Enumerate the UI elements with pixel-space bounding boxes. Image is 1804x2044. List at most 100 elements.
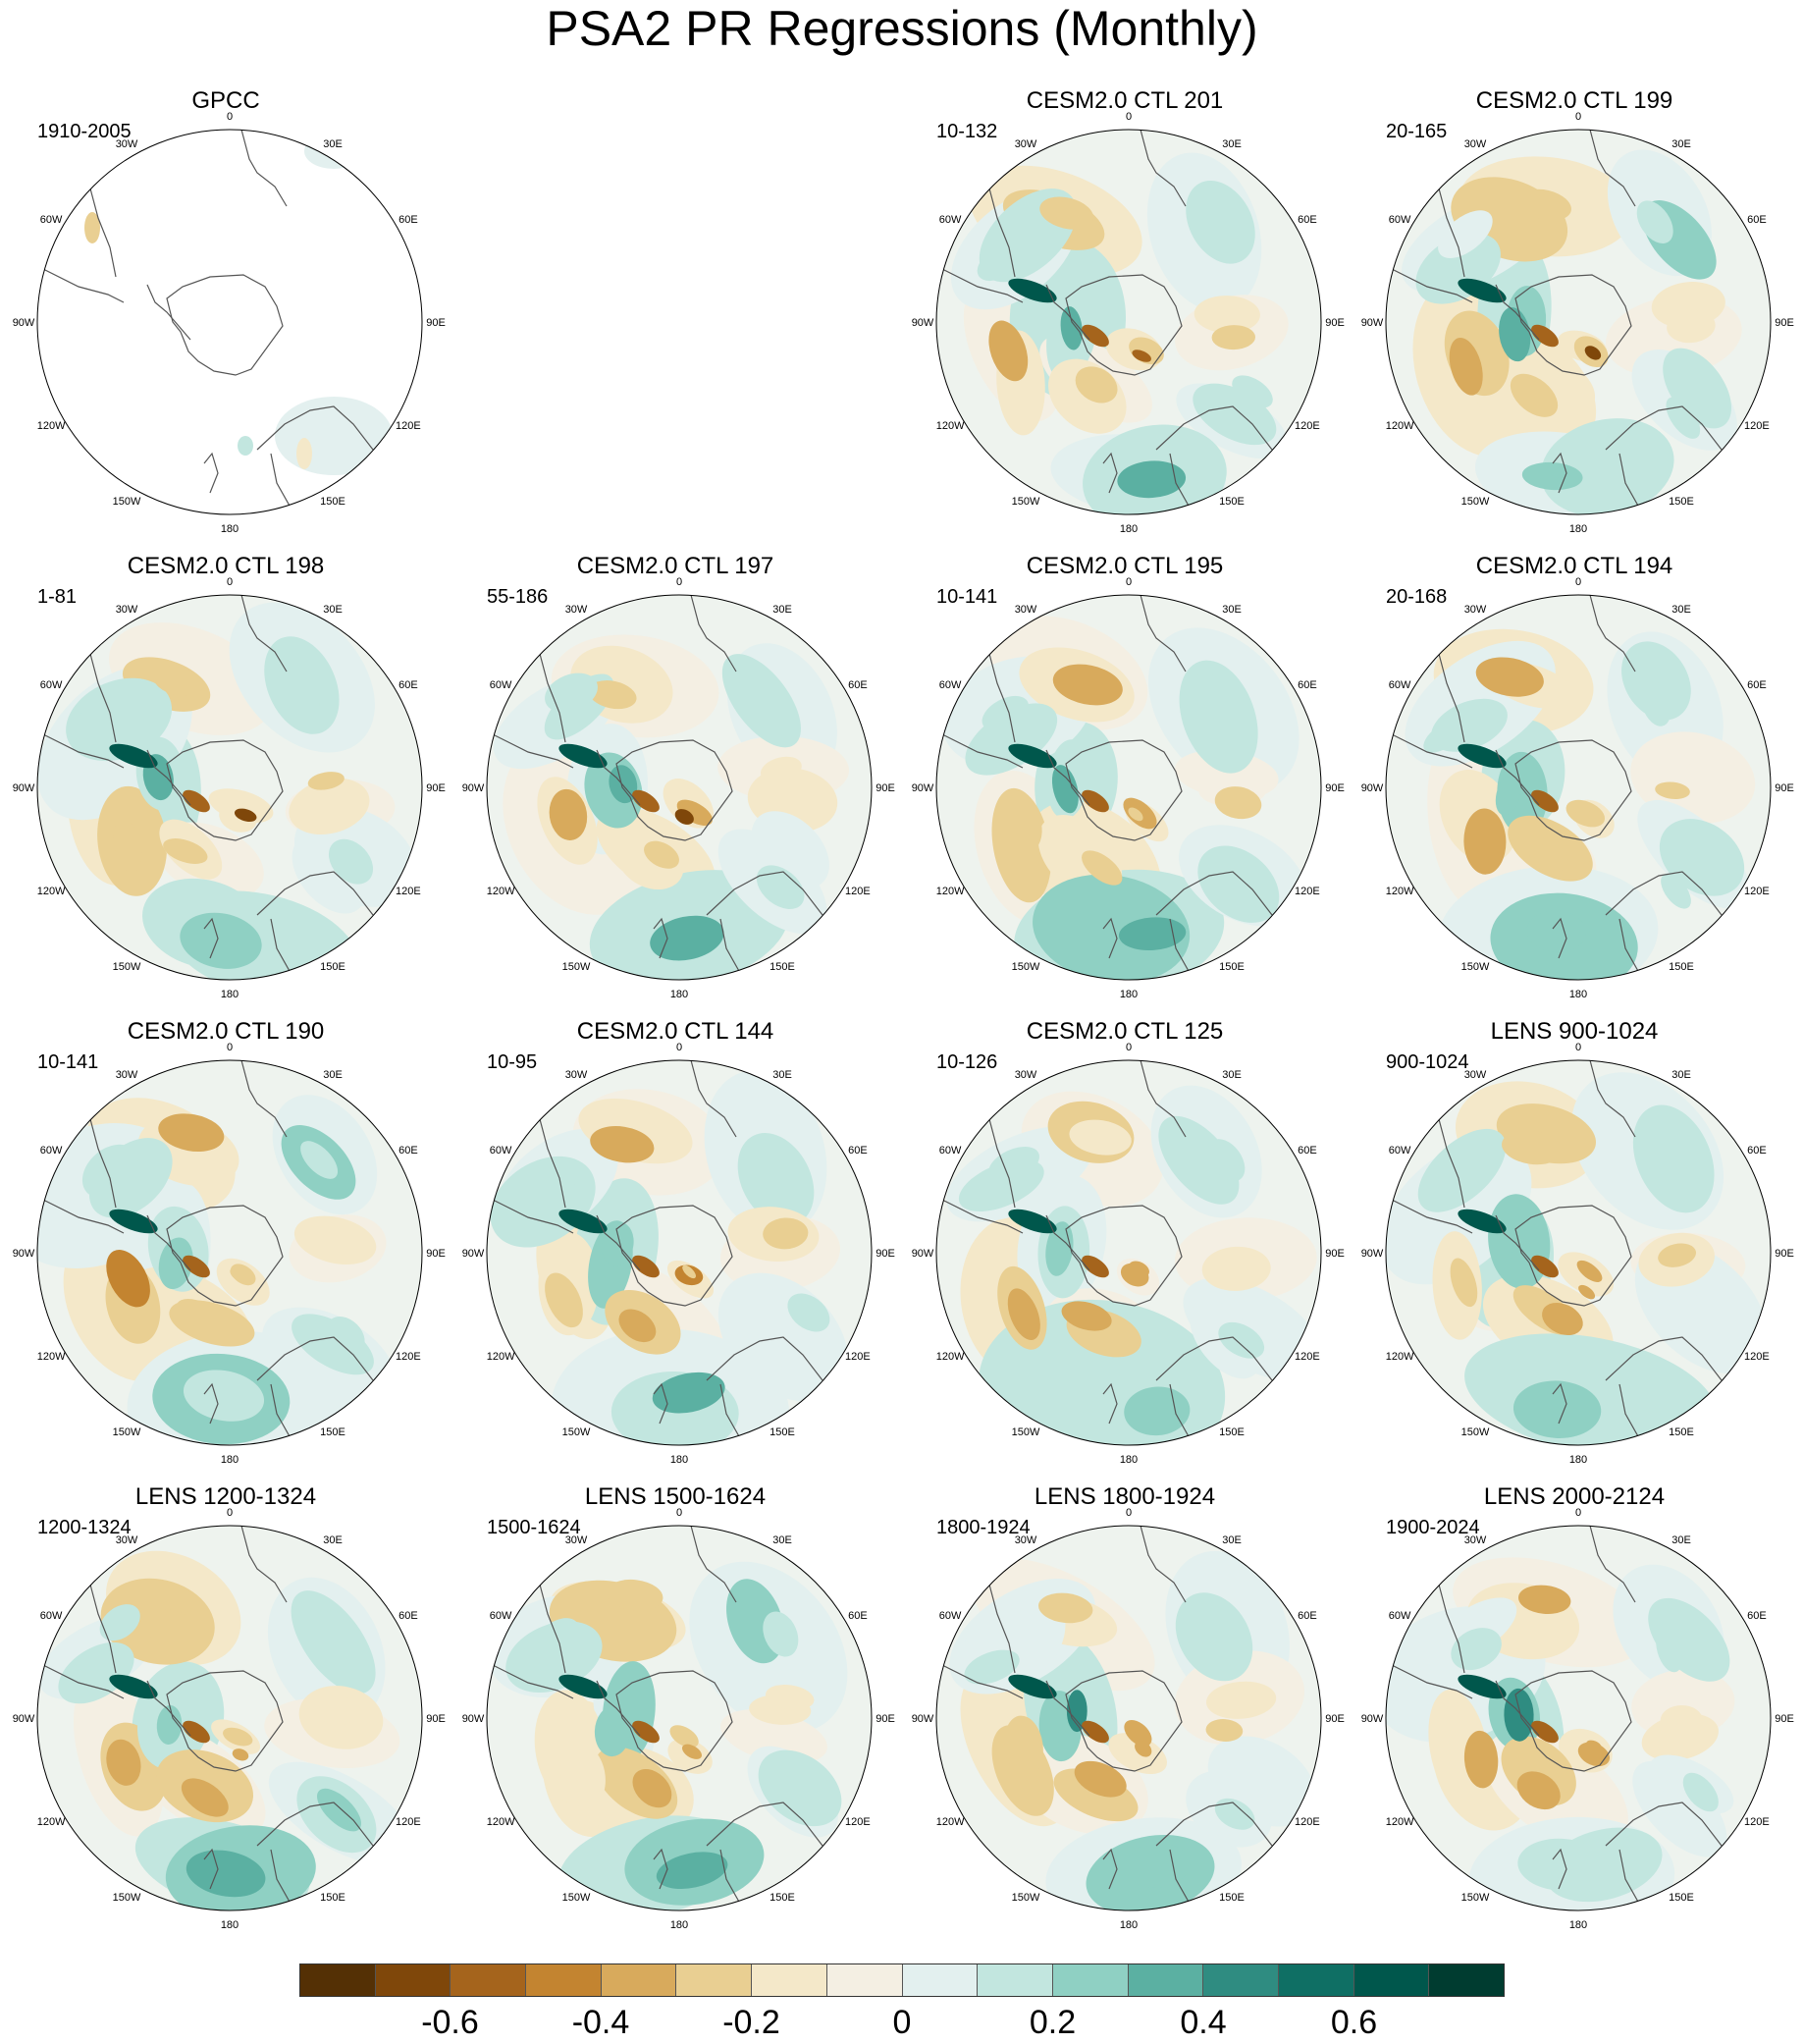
coastline	[240, 1060, 288, 1138]
anomaly-region	[1463, 808, 1507, 875]
longitude-label: 120E	[845, 1816, 871, 1828]
coastline	[1605, 1336, 1723, 1381]
anomaly-region	[232, 1748, 249, 1761]
longitude-label: 120W	[37, 1816, 66, 1828]
anomaly-region	[163, 838, 208, 864]
coastline	[1514, 1205, 1632, 1307]
panel-title: CESM2.0 CTL 194	[1475, 553, 1673, 579]
longitude-label: 150E	[320, 1426, 345, 1438]
longitude-label: 60E	[1747, 214, 1767, 226]
longitude-label: 0	[1126, 111, 1132, 123]
anomaly-region	[1205, 1719, 1244, 1742]
panel-years: 1910-2005	[37, 121, 132, 142]
longitude-label: 180	[1569, 523, 1587, 535]
anomaly-region	[158, 1237, 193, 1290]
longitude-label: 0	[1575, 1507, 1581, 1519]
longitude-label: 30W	[565, 1069, 588, 1081]
panel-title: CESM2.0 CTL 195	[1026, 553, 1224, 579]
coastline	[256, 871, 374, 916]
longitude-label: 30E	[323, 1069, 343, 1081]
anomaly-region	[1108, 1733, 1168, 1775]
anomaly-region	[291, 1590, 376, 1694]
longitude-label: 90E	[426, 782, 446, 794]
coastline	[1552, 1382, 1567, 1425]
map-panel: CESM2.0 CTL 198 1-81 0 30E 60E 90E 120E 150E 180…	[0, 552, 451, 1015]
anomaly-region	[1193, 672, 1228, 719]
coastline	[653, 917, 668, 959]
coastline	[1514, 274, 1632, 376]
anomaly-region	[176, 1298, 223, 1331]
map-field	[487, 1526, 872, 1910]
anomaly-region	[1517, 1585, 1571, 1614]
anomaly-region	[1207, 1139, 1246, 1182]
coastline	[690, 1060, 737, 1138]
longitude-label: 90W	[13, 317, 35, 329]
longitude-label: 30E	[1671, 1069, 1691, 1081]
coastline	[1102, 452, 1118, 494]
map-field	[936, 130, 1321, 514]
longitude-label: 120E	[1744, 886, 1770, 897]
panel-years: 20-168	[1386, 586, 1448, 608]
longitude-label: 180	[221, 1454, 239, 1466]
anomaly-region	[1502, 1130, 1563, 1165]
coastline	[1552, 917, 1567, 959]
longitude-label: 60E	[1298, 214, 1317, 226]
longitude-label: 30E	[323, 138, 343, 150]
anomaly-region	[1008, 1209, 1057, 1234]
coastline	[1589, 1060, 1636, 1138]
coastline	[1155, 1336, 1273, 1381]
map-panel: CESM2.0 CTL 194 20-168 0 30E 60E 90E 120E 150E 1…	[1349, 552, 1800, 1015]
anomaly-region	[99, 1604, 140, 1641]
map-field	[37, 130, 422, 514]
longitude-label: 150E	[1219, 961, 1245, 973]
coastline	[596, 1680, 641, 1737]
longitude-label: 30E	[1671, 1534, 1691, 1546]
coastline	[1386, 246, 1473, 303]
anomaly-region	[1531, 1255, 1559, 1278]
anomaly-region	[58, 1641, 134, 1704]
anomaly-region	[183, 1370, 265, 1422]
coastline	[270, 453, 295, 514]
longitude-label: 90E	[1325, 1713, 1345, 1725]
longitude-label: 60E	[398, 1610, 418, 1622]
anomaly-region	[650, 915, 724, 961]
anomaly-region	[106, 1249, 150, 1308]
longitude-label: 60W	[40, 214, 63, 226]
coastline	[256, 1336, 374, 1381]
longitude-label: 0	[1126, 1507, 1132, 1519]
anomaly-region	[1667, 309, 1716, 344]
anomaly-region	[1458, 1209, 1507, 1234]
coastline	[487, 1642, 574, 1699]
colorbar-segment	[1278, 1964, 1354, 1996]
coastline	[146, 749, 191, 806]
coastline	[1495, 1680, 1540, 1737]
longitude-label: 60W	[490, 679, 512, 691]
polar-map: 0 30E 60E 90E 120E 150E 180 150W 120W 90W 60W 30W	[462, 576, 895, 1000]
coastline	[1618, 918, 1644, 980]
anomaly-region	[1075, 366, 1118, 403]
longitude-label: 150W	[113, 1892, 141, 1904]
coastline	[270, 918, 295, 980]
map-panel: CESM2.0 CTL 144 10-95 0 30E 60E 90E 120E 150E 18…	[450, 1017, 901, 1480]
longitude-label: 0	[227, 1507, 233, 1519]
map-boundary	[1385, 594, 1772, 981]
coastline	[1045, 284, 1090, 341]
longitude-label: 150E	[1669, 496, 1694, 508]
longitude-label: 90W	[13, 782, 35, 794]
anomaly-region	[1542, 1302, 1583, 1336]
coastline	[1140, 130, 1187, 207]
anomaly-region	[560, 1743, 606, 1808]
anomaly-region	[1438, 210, 1493, 258]
anomaly-region	[558, 1209, 608, 1234]
longitude-label: 0	[1575, 111, 1581, 123]
anomaly-region	[84, 212, 100, 243]
longitude-label: 90W	[13, 1248, 35, 1260]
anomaly-region	[1082, 789, 1109, 813]
anomaly-region	[1232, 375, 1273, 408]
anomaly-region	[1529, 844, 1568, 873]
anomaly-region	[558, 1674, 608, 1699]
anomaly-region	[1189, 191, 1229, 236]
longitude-label: 60W	[40, 1610, 63, 1622]
anomaly-region	[632, 1768, 672, 1808]
anomaly-region	[1504, 1688, 1534, 1742]
